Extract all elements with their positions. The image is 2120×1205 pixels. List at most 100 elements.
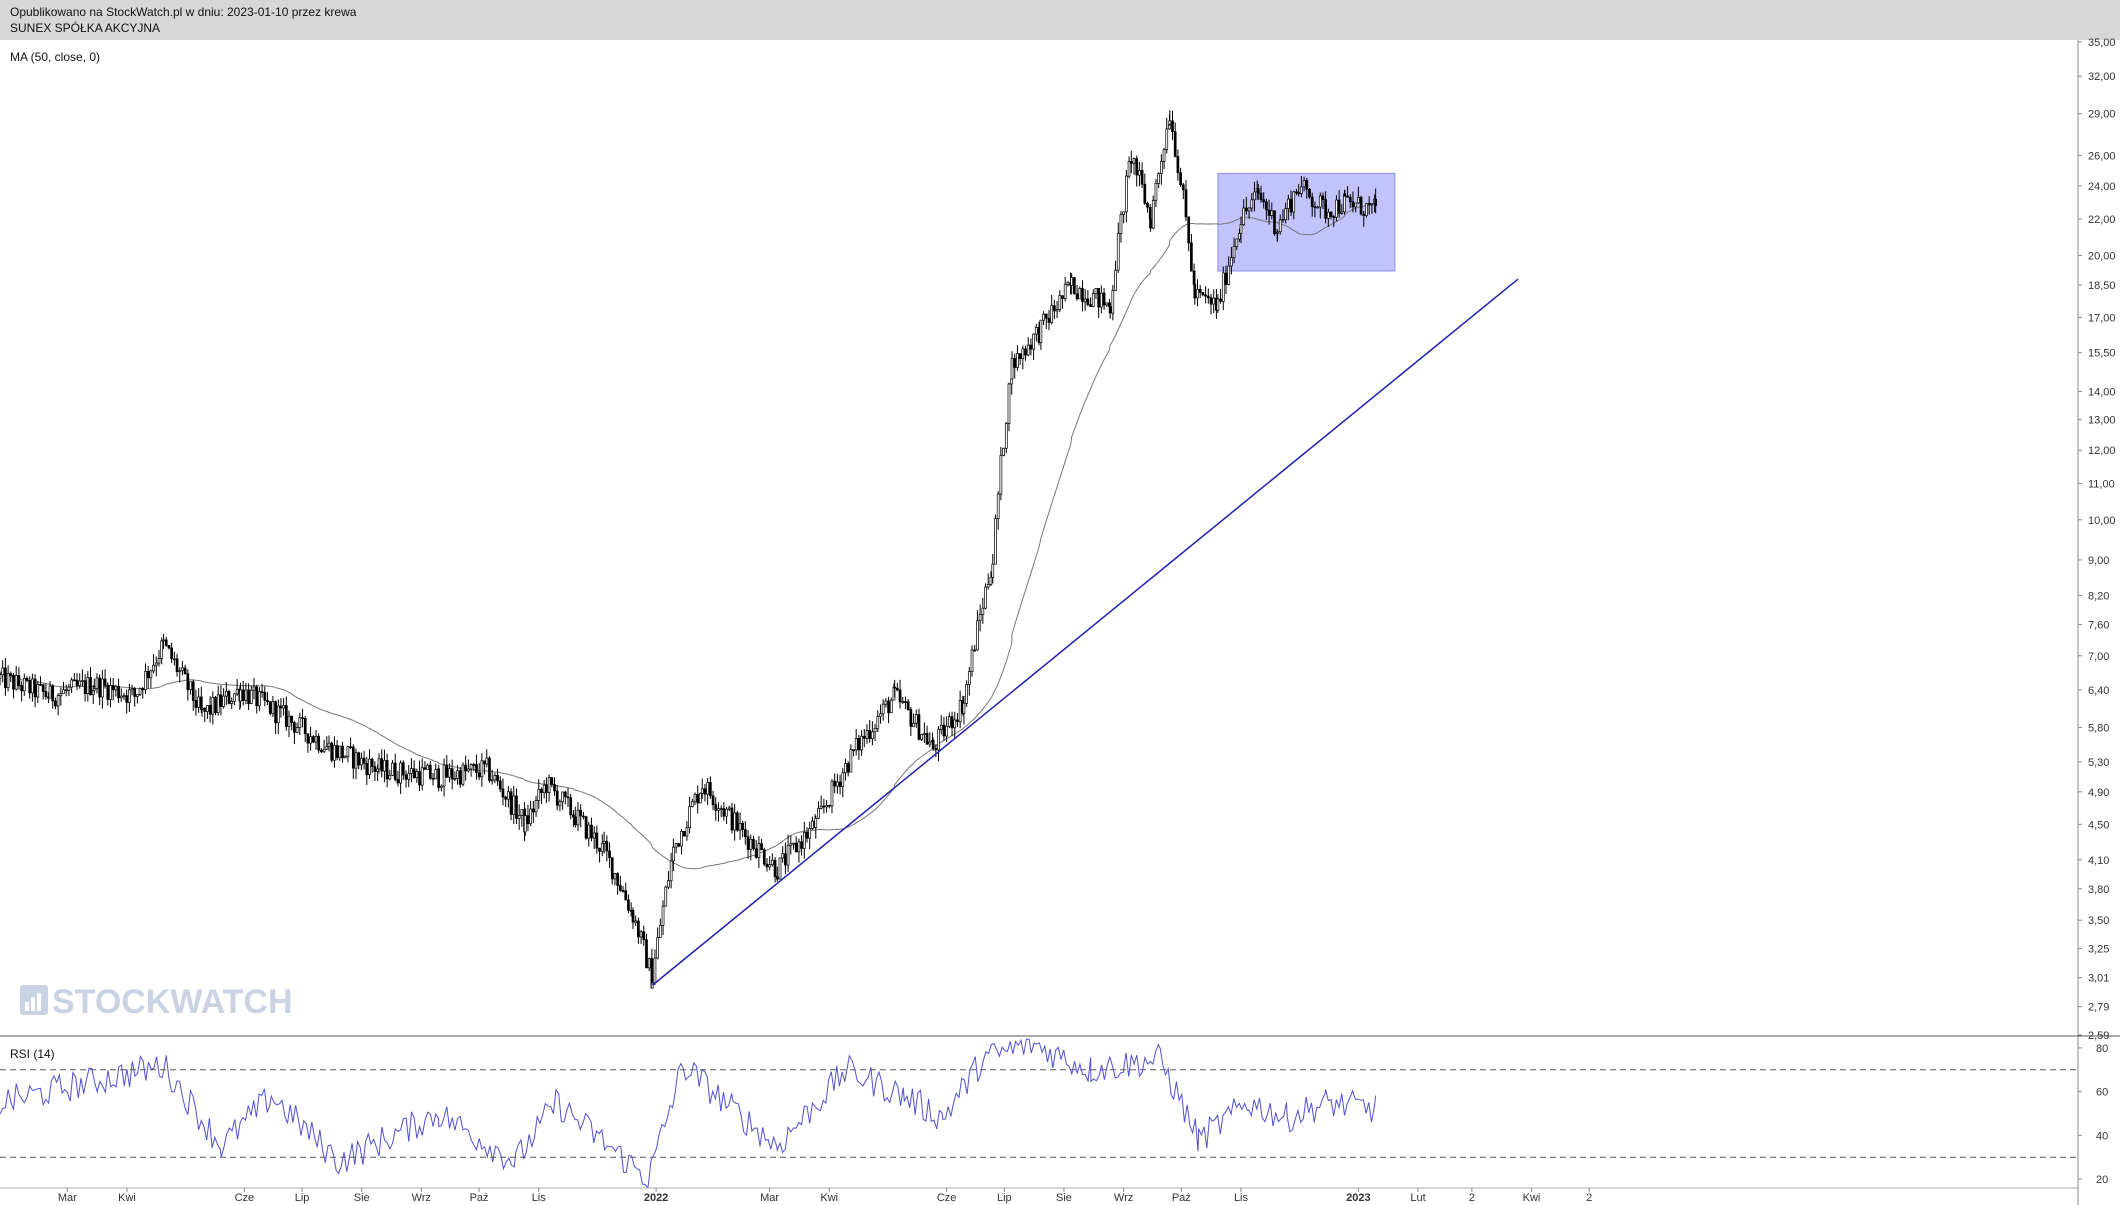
candle-body	[48, 685, 52, 699]
candle-body	[1324, 199, 1327, 219]
candle-body	[407, 773, 411, 780]
candle-body	[540, 788, 543, 794]
candle-body	[64, 689, 68, 692]
y-tick-label: 18,50	[2088, 280, 2116, 292]
candle-body	[947, 716, 951, 727]
candle-body	[70, 679, 73, 688]
candle-body	[144, 670, 147, 691]
candle-body	[1357, 197, 1360, 204]
candle-body	[493, 775, 497, 781]
candle-body	[401, 762, 405, 776]
x-tick-label: Sie	[1056, 1192, 1072, 1204]
candle-body	[778, 857, 782, 880]
candle-body	[119, 695, 123, 699]
candle-body	[488, 757, 491, 781]
y-tick-label: 11,00	[2088, 478, 2115, 490]
candle-body	[54, 700, 57, 707]
candle-body	[203, 707, 207, 712]
candle-body	[939, 724, 943, 730]
x-tick-label: 2023	[1346, 1192, 1370, 1204]
candle-body	[566, 796, 570, 799]
candle-body	[458, 770, 462, 785]
candle-body	[1073, 277, 1076, 295]
candle-body	[1083, 298, 1087, 303]
candle-body	[836, 781, 839, 787]
candle-body	[160, 640, 164, 659]
candle-body	[1247, 207, 1251, 212]
candle-body	[730, 807, 734, 831]
x-tick-label: Cze	[235, 1192, 255, 1204]
candle-body	[789, 843, 793, 846]
candle-body	[579, 809, 583, 817]
candle-body	[937, 729, 940, 751]
candle-body	[1212, 297, 1216, 305]
candle-body	[569, 797, 573, 816]
candle-body	[605, 840, 609, 852]
candle-body	[1070, 277, 1074, 286]
candle-body	[647, 958, 651, 969]
y-tick-label: 5,80	[2088, 723, 2109, 735]
candle-body	[335, 745, 339, 759]
candle-body	[164, 639, 168, 646]
candle-body	[271, 701, 275, 714]
candle-body	[765, 863, 769, 868]
y-tick-label: 5,30	[2088, 757, 2109, 769]
candle-body	[6, 673, 10, 689]
candle-body	[1335, 199, 1338, 218]
candle-body	[802, 832, 806, 849]
candle-body	[1242, 207, 1246, 226]
candle-body	[274, 701, 277, 724]
candle-body	[699, 792, 702, 804]
candle-body	[1004, 422, 1008, 449]
candle-body	[219, 694, 223, 707]
candle-body	[1102, 292, 1106, 306]
candle-body	[95, 677, 99, 689]
candle-body	[103, 678, 107, 686]
candle-body	[703, 788, 707, 795]
candle-body	[904, 701, 907, 703]
candle-body	[197, 696, 200, 708]
candle-body	[396, 779, 400, 784]
candle-body	[410, 768, 413, 774]
candle-body	[768, 864, 772, 868]
candle-body	[797, 841, 801, 853]
candle-body	[258, 691, 261, 707]
candle-body	[330, 742, 334, 761]
candle-body	[523, 815, 527, 833]
candle-body	[1310, 196, 1314, 207]
ma-indicator-label: MA (50, close, 0)	[10, 50, 100, 64]
candle-body	[1140, 169, 1144, 185]
candle-body	[1, 667, 5, 676]
candle-body	[981, 607, 985, 615]
candle-body	[602, 840, 606, 844]
candle-body	[757, 843, 761, 858]
candle-body	[1216, 298, 1220, 311]
candle-body	[0, 674, 2, 679]
candle-body	[138, 688, 142, 695]
candle-body	[72, 679, 76, 682]
candle-body	[1340, 211, 1344, 214]
candle-body	[211, 696, 215, 715]
candle-body	[584, 816, 588, 839]
candle-body	[1091, 293, 1095, 308]
candle-body	[39, 684, 42, 686]
candle-body	[994, 518, 997, 565]
candle-body	[365, 762, 369, 776]
candle-body	[86, 677, 90, 695]
candle-body	[351, 746, 355, 769]
candle-body	[598, 847, 601, 852]
candle-body	[725, 808, 728, 817]
candle-body	[1018, 353, 1022, 360]
x-tick-label: Kwi	[820, 1192, 838, 1204]
candle-body	[558, 801, 562, 806]
candle-body	[1157, 173, 1161, 184]
candle-body	[117, 685, 120, 699]
candle-body	[167, 645, 171, 649]
candle-body	[1239, 224, 1243, 234]
candle-body	[1278, 219, 1282, 233]
candle-body	[62, 689, 65, 694]
candle-body	[682, 831, 686, 837]
candle-body	[1094, 288, 1098, 294]
candle-body	[722, 808, 726, 817]
candle-body	[811, 820, 814, 829]
